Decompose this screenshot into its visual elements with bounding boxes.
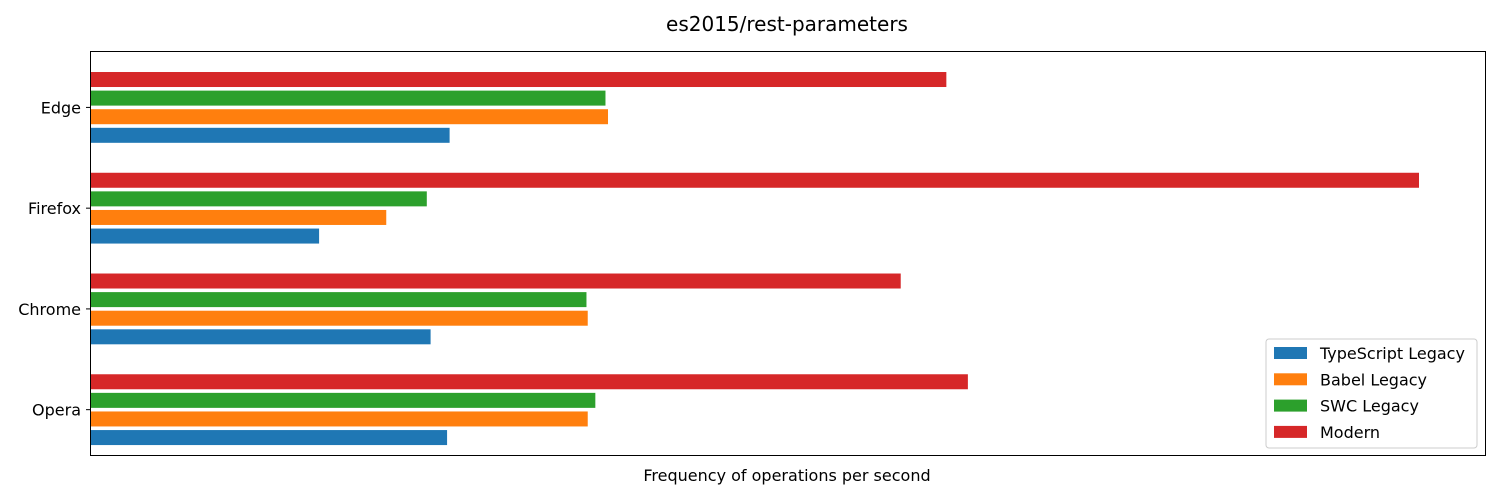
bar-chrome-swc-legacy: [91, 292, 587, 308]
legend-label: SWC Legacy: [1320, 397, 1419, 416]
y-tick-label: Opera: [32, 401, 81, 420]
plot-frame: [90, 51, 1486, 456]
bar-firefox-modern: [91, 172, 1419, 188]
legend-swatch: [1274, 425, 1307, 438]
legend-swatch: [1274, 373, 1307, 386]
legend-label: Modern: [1320, 423, 1380, 442]
legend-label: TypeScript Legacy: [1319, 344, 1465, 363]
bar-chrome-babel-legacy: [91, 310, 588, 326]
y-tick-label: Edge: [41, 98, 81, 117]
legend: TypeScript Legacy Babel Legacy SWC Legacy M…: [1265, 338, 1478, 449]
legend-swatch: [1274, 347, 1307, 359]
bar-opera-swc-legacy: [91, 392, 596, 408]
chart-title: es2015/rest-parameters: [666, 12, 908, 36]
bar-edge-modern: [91, 72, 947, 88]
bar-chrome-modern: [91, 273, 901, 289]
y-axis-ticks: Edge Firefox Chrome Opera: [18, 98, 91, 420]
legend-box: [1265, 338, 1478, 449]
y-tick-label: Chrome: [18, 300, 81, 319]
bar-edge-typescript-legacy: [91, 127, 450, 143]
y-tick-label: Firefox: [28, 199, 81, 218]
bars-group: [91, 72, 1419, 446]
legend-swatch: [1274, 399, 1307, 412]
bar-opera-modern: [91, 374, 968, 390]
bar-opera-typescript-legacy: [91, 430, 448, 446]
x-axis-label: Frequency of operations per second: [643, 466, 930, 485]
bar-opera-babel-legacy: [91, 411, 588, 427]
bar-chrome-typescript-legacy: [91, 329, 431, 345]
bar-edge-swc-legacy: [91, 90, 606, 106]
bar-firefox-babel-legacy: [91, 209, 387, 225]
bar-firefox-swc-legacy: [91, 191, 427, 207]
bar-firefox-typescript-legacy: [91, 228, 320, 244]
bar-edge-babel-legacy: [91, 109, 609, 125]
legend-label: Babel Legacy: [1320, 370, 1427, 389]
